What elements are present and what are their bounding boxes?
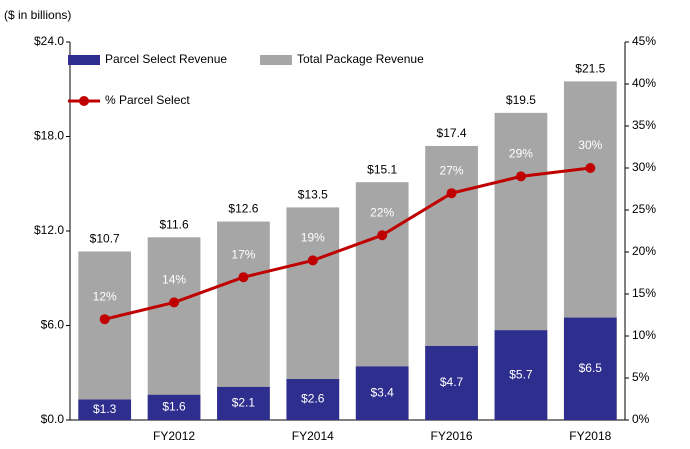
y-tick-label: $0.0 xyxy=(41,412,65,426)
x-tick-label: FY2018 xyxy=(569,429,611,443)
bar xyxy=(355,366,409,420)
bar-label: $3.4 xyxy=(371,385,395,399)
line-marker xyxy=(515,171,526,182)
line-label: 29% xyxy=(509,147,533,161)
line-label: 27% xyxy=(440,163,464,177)
bar-label: $12.6 xyxy=(228,202,258,216)
bar-label: $2.6 xyxy=(301,392,325,406)
legend-marker xyxy=(79,96,89,106)
bar xyxy=(78,251,132,420)
y2-tick-label: 40% xyxy=(632,76,656,90)
x-tick-label: FY2012 xyxy=(153,429,195,443)
bar xyxy=(425,345,478,420)
bar-label: $11.6 xyxy=(159,217,188,231)
legend-label: % Parcel Select xyxy=(105,93,190,107)
bar-label: $15.1 xyxy=(367,162,397,176)
line-label: 22% xyxy=(370,205,394,219)
line-label: 30% xyxy=(578,138,602,152)
y-tick-label: $24.0 xyxy=(34,34,64,48)
bar-label: $6.5 xyxy=(579,361,603,375)
bar-label: $5.7 xyxy=(509,367,533,381)
bar-label: $21.5 xyxy=(575,62,605,76)
bar xyxy=(217,386,270,420)
line-marker xyxy=(307,255,318,266)
y-tick-label: $12.0 xyxy=(34,223,64,237)
bar xyxy=(147,394,201,420)
bar xyxy=(563,317,617,420)
y2-tick-label: 35% xyxy=(632,118,656,132)
chart-subtitle: ($ in billions) xyxy=(4,8,71,22)
bar-label: $1.3 xyxy=(93,402,117,416)
x-tick-label: FY2016 xyxy=(431,429,473,443)
line-label: 19% xyxy=(301,231,325,245)
bar xyxy=(286,379,340,420)
y-tick-label: $6.0 xyxy=(41,318,65,332)
bar-label: $4.7 xyxy=(440,375,464,389)
bar-label: $1.6 xyxy=(162,400,186,414)
y2-tick-label: 10% xyxy=(632,328,656,342)
bar xyxy=(494,330,548,420)
y2-tick-label: 45% xyxy=(632,34,656,48)
legend-swatch xyxy=(260,55,292,65)
bar-label: $10.7 xyxy=(90,232,120,246)
line-marker xyxy=(99,314,110,325)
legend-label: Total Package Revenue xyxy=(297,52,424,66)
bar xyxy=(147,237,201,420)
bar xyxy=(78,399,132,420)
y2-tick-label: 5% xyxy=(632,370,650,384)
line-marker xyxy=(377,230,388,241)
legend-label: Parcel Select Revenue xyxy=(105,52,227,66)
line-label: 14% xyxy=(162,273,186,287)
line-marker xyxy=(446,188,457,199)
legend-swatch xyxy=(68,55,100,65)
y2-tick-label: 20% xyxy=(632,244,656,258)
line-marker xyxy=(169,297,180,308)
y2-tick-label: 0% xyxy=(632,412,650,426)
line-label: 12% xyxy=(93,289,117,303)
x-tick-label: FY2014 xyxy=(292,429,334,443)
y2-tick-label: 25% xyxy=(632,202,656,216)
line xyxy=(104,166,591,321)
bar-label: $13.5 xyxy=(298,188,328,202)
bar-label: $2.1 xyxy=(232,396,256,410)
line-marker xyxy=(585,163,596,173)
line-label: 17% xyxy=(231,247,255,261)
line-marker xyxy=(238,272,249,283)
y2-tick-label: 15% xyxy=(632,286,656,300)
bar-label: $17.4 xyxy=(437,126,467,140)
y2-tick-label: 30% xyxy=(632,160,656,174)
bar-label: $19.5 xyxy=(506,93,536,107)
y-tick-label: $18.0 xyxy=(34,129,64,143)
